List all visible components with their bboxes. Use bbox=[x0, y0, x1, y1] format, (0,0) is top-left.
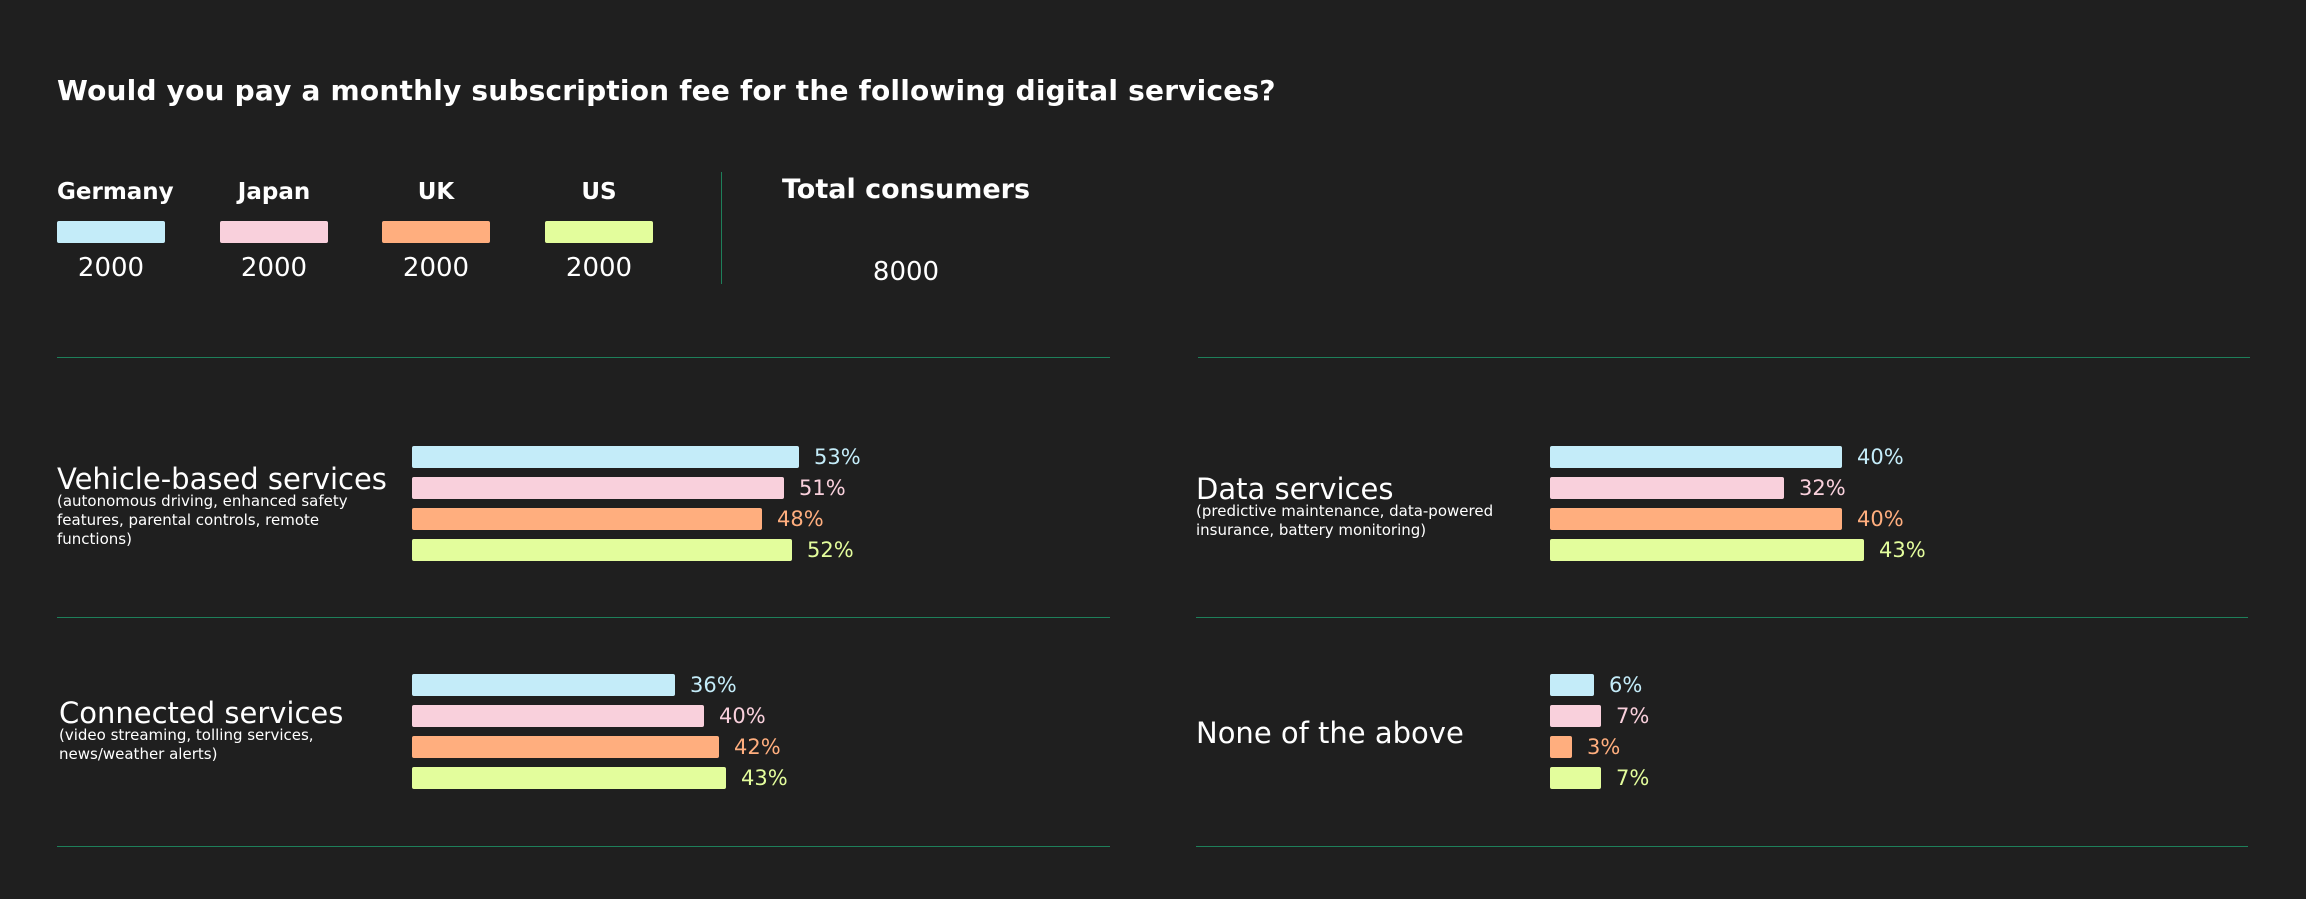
panel-title-none: None of the above bbox=[1196, 716, 1464, 750]
data-label: 40% bbox=[719, 704, 766, 728]
legend-item-uk: UK 2000 bbox=[382, 177, 490, 283]
panel-title-vehicle: Vehicle-based services bbox=[57, 462, 387, 496]
legend-item-us: US 2000 bbox=[545, 177, 653, 283]
data-label: 52% bbox=[807, 538, 854, 562]
legend-divider bbox=[721, 172, 722, 284]
divider-line bbox=[1196, 846, 2248, 847]
bar-germany bbox=[412, 446, 799, 468]
data-label: 32% bbox=[1799, 476, 1846, 500]
legend-swatch bbox=[545, 221, 653, 243]
data-label: 42% bbox=[734, 735, 781, 759]
legend-label: Germany bbox=[57, 179, 174, 205]
bar-germany bbox=[1550, 446, 1842, 468]
bar-us bbox=[1550, 539, 1864, 561]
data-label: 3% bbox=[1587, 735, 1621, 759]
legend-count: 2000 bbox=[402, 253, 470, 283]
legend-count: 2000 bbox=[240, 253, 308, 283]
data-label: 40% bbox=[1857, 445, 1904, 469]
legend-count: 2000 bbox=[565, 253, 633, 283]
chart-title: Would you pay a monthly subscription fee… bbox=[57, 74, 1276, 107]
data-label: 40% bbox=[1857, 507, 1904, 531]
divider-line bbox=[57, 846, 1110, 847]
legend-swatch bbox=[220, 221, 328, 243]
legend-item-germany: Germany 2000 bbox=[57, 177, 174, 283]
legend-swatch bbox=[382, 221, 490, 243]
total-label: Total consumers bbox=[781, 174, 1031, 205]
legend-label: US bbox=[581, 179, 617, 205]
bar-germany bbox=[1550, 674, 1594, 696]
legend-label: Japan bbox=[237, 179, 311, 205]
data-label: 36% bbox=[690, 673, 737, 697]
bar-uk bbox=[412, 508, 762, 530]
panel-subtitle-data: (predictive maintenance, data-powered in… bbox=[1196, 502, 1494, 539]
bar-japan bbox=[1550, 705, 1601, 727]
total-value: 8000 bbox=[872, 257, 940, 287]
data-label: 43% bbox=[1879, 538, 1926, 562]
bar-japan bbox=[1550, 477, 1784, 499]
data-label: 7% bbox=[1616, 766, 1650, 790]
data-label: 53% bbox=[814, 445, 861, 469]
panel-subtitle-connected: (video streaming, tolling services, news… bbox=[59, 726, 314, 763]
bar-us bbox=[412, 767, 726, 789]
divider-line bbox=[1196, 617, 2248, 618]
data-label: 43% bbox=[741, 766, 788, 790]
bar-uk bbox=[1550, 508, 1842, 530]
bar-japan bbox=[412, 477, 784, 499]
bar-uk bbox=[1550, 736, 1572, 758]
bar-uk bbox=[412, 736, 719, 758]
divider-line bbox=[57, 357, 1110, 358]
data-label: 51% bbox=[799, 476, 846, 500]
divider-line bbox=[1198, 357, 2250, 358]
legend-item-japan: Japan 2000 bbox=[220, 177, 328, 283]
bar-us bbox=[1550, 767, 1601, 789]
legend-label: UK bbox=[417, 179, 455, 205]
data-label: 48% bbox=[777, 507, 824, 531]
panel-title-connected: Connected services bbox=[59, 696, 344, 730]
bar-germany bbox=[412, 674, 675, 696]
data-label: 6% bbox=[1609, 673, 1643, 697]
divider-line bbox=[57, 617, 1110, 618]
legend-count: 2000 bbox=[77, 253, 145, 283]
bar-us bbox=[412, 539, 792, 561]
panel-subtitle-vehicle: (autonomous driving, enhanced safety fea… bbox=[57, 492, 348, 548]
bar-japan bbox=[412, 705, 704, 727]
legend-swatch bbox=[57, 221, 165, 243]
panel-title-data: Data services bbox=[1196, 472, 1394, 506]
data-label: 7% bbox=[1616, 704, 1650, 728]
